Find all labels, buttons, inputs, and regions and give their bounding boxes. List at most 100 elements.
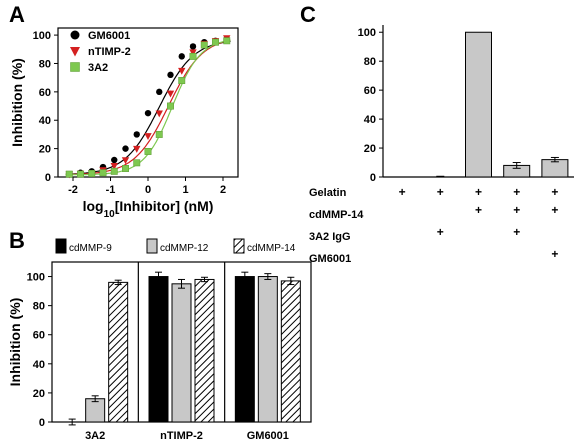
y-tick-label: 100 bbox=[358, 27, 376, 39]
legend-marker bbox=[70, 30, 80, 40]
data-point bbox=[155, 130, 163, 138]
data-point bbox=[99, 169, 107, 177]
x-tick-label: 1 bbox=[182, 184, 188, 196]
data-point bbox=[167, 71, 174, 79]
data-point bbox=[110, 167, 118, 175]
y-tick-label: 80 bbox=[33, 301, 45, 313]
condition-label: 3A2 IgG bbox=[309, 231, 351, 243]
panel-letter-b: B bbox=[9, 228, 25, 253]
chart-b: 0 20 40 60 80 100 Inhibition (%) 3A2 nTIMP-2 GM60… bbox=[7, 238, 312, 442]
data-point bbox=[178, 53, 185, 60]
y-tick-label: 40 bbox=[39, 115, 51, 127]
panel-letter-a: A bbox=[9, 2, 25, 27]
y-tick-label: 60 bbox=[33, 330, 45, 342]
condition-label: GM6001 bbox=[309, 253, 351, 265]
data-point bbox=[189, 52, 197, 60]
data-point bbox=[166, 90, 175, 98]
data-point bbox=[110, 162, 118, 170]
condition-mark: + bbox=[513, 203, 520, 217]
bar bbox=[234, 276, 255, 423]
y-tick-label: 40 bbox=[33, 359, 45, 371]
bar bbox=[85, 398, 106, 423]
y-tick-label: 20 bbox=[364, 143, 376, 155]
bar bbox=[108, 281, 129, 423]
chart-c: 0 20 40 60 80 100 Gelatin + + + + + cdMMP-14 + + +3A2 I… bbox=[309, 25, 574, 265]
category-label: nTIMP-2 bbox=[160, 430, 203, 442]
category-label: GM6001 bbox=[247, 430, 289, 442]
data-point bbox=[133, 145, 141, 153]
y-axis-label: Inhibition (%) bbox=[9, 58, 25, 147]
y-tick-label: 20 bbox=[39, 144, 51, 156]
legend-swatch bbox=[233, 238, 245, 254]
y-tick-label: 40 bbox=[364, 114, 376, 126]
x-tick-label: 0 bbox=[145, 184, 151, 196]
condition-mark: + bbox=[475, 203, 482, 217]
y-tick-label: 20 bbox=[33, 388, 45, 400]
data-point bbox=[88, 170, 96, 177]
bar bbox=[465, 31, 492, 178]
bar bbox=[257, 276, 278, 423]
y-tick-label: 80 bbox=[39, 58, 51, 70]
condition-mark: + bbox=[551, 185, 558, 199]
legend-swatch bbox=[146, 238, 158, 254]
condition-mark: + bbox=[513, 225, 520, 239]
condition-mark: + bbox=[475, 185, 482, 199]
y-tick-label: 0 bbox=[370, 172, 376, 184]
legend-marker bbox=[70, 62, 80, 72]
y-tick-label: 0 bbox=[39, 417, 45, 429]
data-point bbox=[223, 37, 231, 45]
y-tick-label: 100 bbox=[33, 30, 51, 42]
data-point bbox=[144, 148, 152, 155]
category-label: 3A2 bbox=[85, 430, 105, 442]
data-point bbox=[200, 41, 208, 49]
legend-label: GM6001 bbox=[88, 30, 130, 42]
data-point bbox=[189, 43, 197, 50]
data-point bbox=[189, 49, 197, 57]
data-point bbox=[144, 109, 152, 117]
legend-label: cdMMP-9 bbox=[69, 243, 112, 254]
condition-mark: + bbox=[551, 203, 558, 217]
y-tick-label: 60 bbox=[364, 85, 376, 97]
data-point bbox=[178, 67, 186, 75]
condition-mark: + bbox=[551, 247, 558, 261]
condition-mark: + bbox=[513, 185, 520, 199]
y-tick-label: 100 bbox=[27, 272, 45, 284]
data-point bbox=[178, 77, 186, 84]
legend-swatch bbox=[55, 238, 67, 254]
y-tick-label: 60 bbox=[39, 87, 51, 99]
legend-label: 3A2 bbox=[88, 62, 108, 74]
data-point bbox=[133, 159, 141, 167]
data-point bbox=[156, 88, 163, 96]
bar bbox=[280, 280, 301, 423]
data-point bbox=[122, 145, 129, 152]
legend-label: cdMMP-12 bbox=[160, 243, 209, 254]
bar bbox=[194, 278, 215, 423]
x-tick-label: 2 bbox=[220, 184, 226, 196]
legend-label: nTIMP-2 bbox=[88, 46, 131, 58]
condition-label: cdMMP-14 bbox=[309, 209, 364, 221]
data-point bbox=[65, 170, 73, 178]
y-tick-label: 0 bbox=[45, 172, 51, 184]
data-point bbox=[155, 110, 163, 118]
data-point bbox=[122, 165, 129, 172]
data-point bbox=[111, 156, 118, 164]
y-tick-label: 80 bbox=[364, 56, 376, 68]
x-axis-label: log10[Inhibitor] (nM) bbox=[83, 198, 214, 220]
legend-label: cdMMP-14 bbox=[247, 243, 296, 254]
condition-mark: + bbox=[437, 185, 444, 199]
bar bbox=[148, 276, 169, 423]
data-point bbox=[212, 38, 219, 46]
legend-marker bbox=[70, 47, 80, 57]
panel-letter-c: C bbox=[300, 2, 316, 27]
condition-label: Gelatin bbox=[309, 187, 347, 199]
condition-mark: + bbox=[437, 225, 444, 239]
x-tick-label: -1 bbox=[106, 184, 116, 196]
data-point bbox=[77, 170, 84, 178]
data-point bbox=[133, 131, 140, 138]
data-point bbox=[167, 102, 174, 110]
x-tick-label: -2 bbox=[68, 184, 78, 196]
y-axis-label: Inhibition (%) bbox=[7, 298, 23, 387]
bar bbox=[171, 283, 192, 423]
